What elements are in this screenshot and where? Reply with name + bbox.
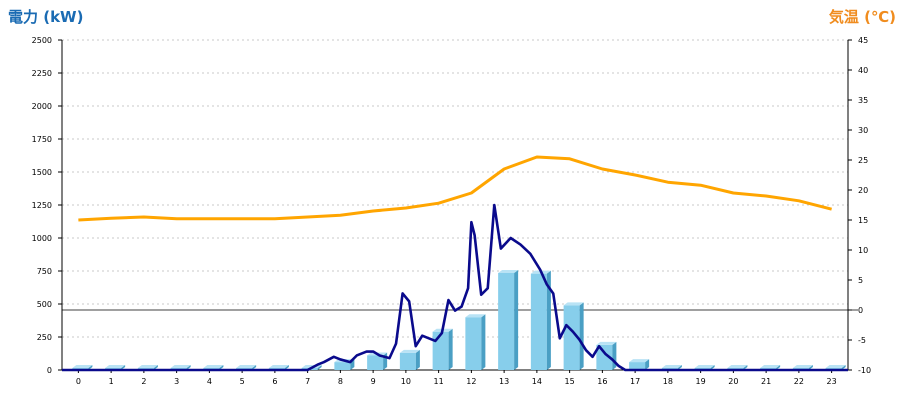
x-tick-label: 17 <box>630 377 640 386</box>
x-tick-label: 4 <box>207 377 212 386</box>
power-bar-side <box>546 270 551 370</box>
power-bar-top <box>760 365 781 369</box>
right-tick-label: 45 <box>858 36 868 45</box>
x-tick-label: 10 <box>401 377 411 386</box>
power-bar-top <box>792 365 813 369</box>
x-tick-label: 14 <box>532 377 542 386</box>
x-tick-label: 19 <box>696 377 706 386</box>
power-bar-top <box>105 365 126 369</box>
power-bar-top <box>399 349 420 353</box>
power-bar <box>399 352 416 370</box>
power-bar <box>465 317 482 370</box>
right-tick-label: 40 <box>858 66 868 75</box>
power-bar <box>498 272 515 370</box>
x-tick-label: 18 <box>663 377 673 386</box>
left-tick-label: 250 <box>37 333 52 342</box>
x-tick-label: 2 <box>141 377 146 386</box>
power-bar <box>432 331 449 370</box>
right-tick-label: 15 <box>858 216 868 225</box>
power-bar-side <box>579 302 584 370</box>
left-tick-label: 0 <box>47 366 52 375</box>
power-bar <box>530 273 547 370</box>
x-tick-label: 13 <box>499 377 509 386</box>
power-bar-top <box>170 365 191 369</box>
right-tick-label: 10 <box>858 246 868 255</box>
left-tick-label: 500 <box>37 300 52 309</box>
left-tick-label: 2000 <box>32 102 52 111</box>
power-bar-top <box>236 365 257 369</box>
left-tick-label: 1750 <box>32 135 52 144</box>
power-bar <box>334 362 351 370</box>
power-bar-top <box>694 365 715 369</box>
x-tick-label: 1 <box>109 377 114 386</box>
x-tick-label: 5 <box>240 377 245 386</box>
x-tick-label: 6 <box>272 377 277 386</box>
power-bar-top <box>661 365 682 369</box>
x-tick-label: 3 <box>174 377 179 386</box>
right-tick-label: 30 <box>858 126 868 135</box>
left-tick-label: 2250 <box>32 69 52 78</box>
right-tick-label: -5 <box>858 336 866 345</box>
right-tick-label: 20 <box>858 186 868 195</box>
right-tick-label: 5 <box>858 276 863 285</box>
x-tick-label: 21 <box>761 377 771 386</box>
power-bar-side <box>514 269 519 370</box>
power-bar-side <box>645 359 650 370</box>
left-tick-label: 1000 <box>32 234 52 243</box>
right-tick-label: -10 <box>858 366 871 375</box>
x-tick-label: 7 <box>305 377 310 386</box>
x-tick-label: 16 <box>597 377 607 386</box>
left-tick-label: 2500 <box>32 36 52 45</box>
left-tick-label: 750 <box>37 267 52 276</box>
power-bar-side <box>383 352 388 370</box>
power-bar <box>563 305 580 370</box>
x-tick-label: 0 <box>76 377 81 386</box>
temperature-axis-title: 気温 (℃) <box>828 8 896 26</box>
power-axis-title: 電力 (kW) <box>8 8 84 26</box>
right-tick-label: 0 <box>858 306 863 315</box>
power-bar-top <box>563 302 584 306</box>
power-bar-top <box>825 365 846 369</box>
power-bar-side <box>317 365 322 370</box>
power-bar-side <box>448 328 453 370</box>
x-tick-label: 22 <box>794 377 804 386</box>
x-tick-label: 23 <box>827 377 837 386</box>
x-tick-label: 8 <box>338 377 343 386</box>
power-bar-top <box>596 341 617 345</box>
power-bar-top <box>498 269 519 273</box>
power-bar <box>596 344 613 370</box>
temperature-line <box>78 155 832 222</box>
power-bar-side <box>612 341 617 370</box>
right-tick-label: 35 <box>858 96 868 105</box>
x-tick-label: 15 <box>565 377 575 386</box>
power-bar <box>629 362 646 370</box>
x-tick-label: 12 <box>466 377 476 386</box>
power-bar-side <box>415 349 420 370</box>
right-tick-label: 25 <box>858 156 868 165</box>
x-tick-label: 11 <box>434 377 444 386</box>
power-bar <box>367 355 384 370</box>
power-bar-top <box>629 359 650 363</box>
power-bar-top <box>203 365 224 369</box>
power-bar-top <box>727 365 748 369</box>
power-detail-line <box>62 203 848 372</box>
left-tick-label: 1500 <box>32 168 52 177</box>
power-bar-side <box>481 314 486 370</box>
x-tick-label: 20 <box>728 377 738 386</box>
x-tick-label: 9 <box>371 377 376 386</box>
power-bar-top <box>72 365 93 369</box>
power-bar-top <box>268 365 289 369</box>
power-bar-top <box>137 365 158 369</box>
left-tick-label: 1250 <box>32 201 52 210</box>
power-bar-top <box>465 314 486 318</box>
